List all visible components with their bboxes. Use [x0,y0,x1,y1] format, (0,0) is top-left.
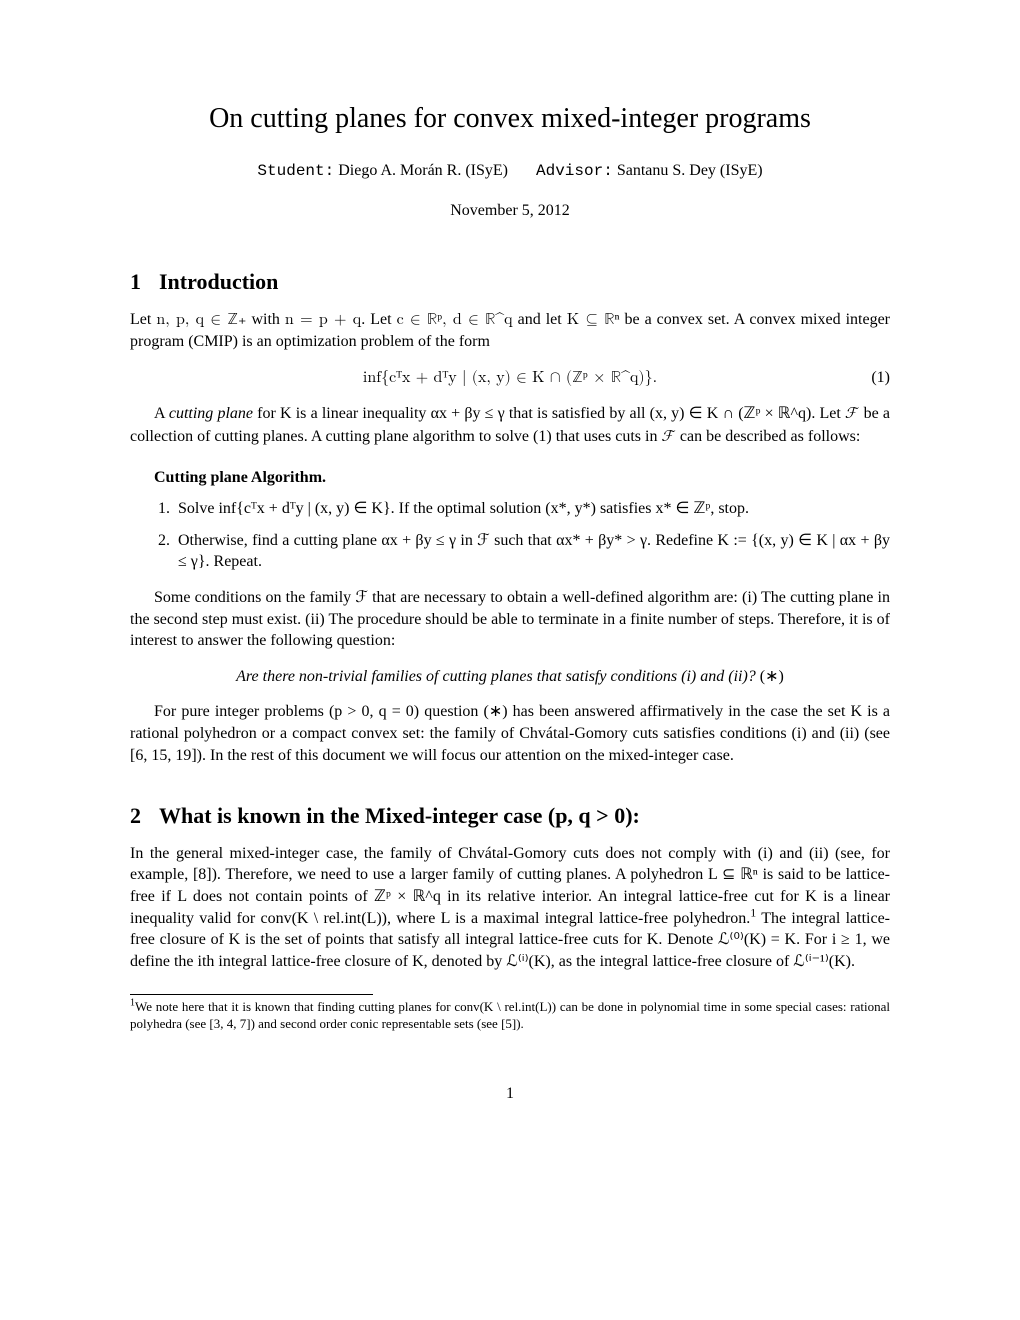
algorithm-step-2: Otherwise, find a cutting plane αx + βy … [174,530,890,573]
text-fragment: . Let [361,311,396,328]
paper-title: On cutting planes for convex mixed-integ… [130,100,890,138]
footnote-text: We note here that it is known that findi… [130,999,890,1031]
advisor-name: Santanu S. Dey (ISyE) [613,162,763,179]
math-inline: n = p + q [285,312,361,328]
section-2-title: What is known in the Mixed-integer case … [159,803,640,828]
sec1-para3: Some conditions on the family ℱ that are… [130,587,890,652]
central-question: Are there non-trivial families of cuttin… [130,666,890,688]
footnote-separator [130,994,373,995]
text-fragment: for K is a linear inequality αx + βy ≤ γ… [253,405,845,422]
text-fragment: can be described as follows: [676,428,860,445]
author-line: Student: Diego A. Morán R. (ISyE) Adviso… [130,160,890,183]
sec2-para1: In the general mixed-integer case, the f… [130,843,890,973]
text-fragment: Let [130,311,156,328]
date: November 5, 2012 [130,200,890,222]
sec1-para4: For pure integer problems (p > 0, q = 0)… [130,701,890,766]
section-1-title: Introduction [159,269,278,294]
algorithm-title: Cutting plane Algorithm. [130,467,890,489]
text-fragment: and let [513,311,567,328]
term-cutting-plane: cutting plane [169,405,253,422]
algorithm-steps: Solve inf{cᵀx + dᵀy | (x, y) ∈ K}. If th… [130,498,890,573]
section-1-number: 1 [130,267,141,297]
section-1-heading: 1 Introduction [130,267,890,297]
math-inline: n, p, q ∈ ℤ₊ [156,312,246,328]
math-inline: ℱ [845,406,859,422]
text-fragment: A [154,405,169,422]
algorithm-step-1: Solve inf{cᵀx + dᵀy | (x, y) ∈ K}. If th… [174,498,890,520]
sec1-para1: Let n, p, q ∈ ℤ₊ with n = p + q. Let c ∈… [130,309,890,353]
section-2-heading: 2 What is known in the Mixed-integer case… [130,801,890,831]
text-fragment: with [246,311,284,328]
student-label: Student: [257,162,334,180]
footnote-1: 1We note here that it is known that find… [130,999,890,1033]
section-2-number: 2 [130,801,141,831]
math-inline: c ∈ ℝᵖ, d ∈ ℝ^q [397,312,513,328]
math-inline: K ⊆ ℝⁿ [567,312,620,328]
equation-body: inf{cᵀx + dᵀy | (x, y) ∈ K ∩ (ℤᵖ × ℝ^q)}… [363,370,657,386]
student-name: Diego A. Morán R. (ISyE) [334,162,508,179]
page-number: 1 [130,1083,890,1105]
sec1-para2: A cutting plane for K is a linear inequa… [130,403,890,448]
equation-1: inf{cᵀx + dᵀy | (x, y) ∈ K ∩ (ℤᵖ × ℝ^q)}… [130,367,890,390]
question-text: Are there non-trivial families of cuttin… [236,668,756,685]
equation-number: (1) [871,367,890,389]
math-inline: ℱ [661,429,675,445]
advisor-label: Advisor: [536,162,613,180]
question-star: (∗) [756,668,784,685]
